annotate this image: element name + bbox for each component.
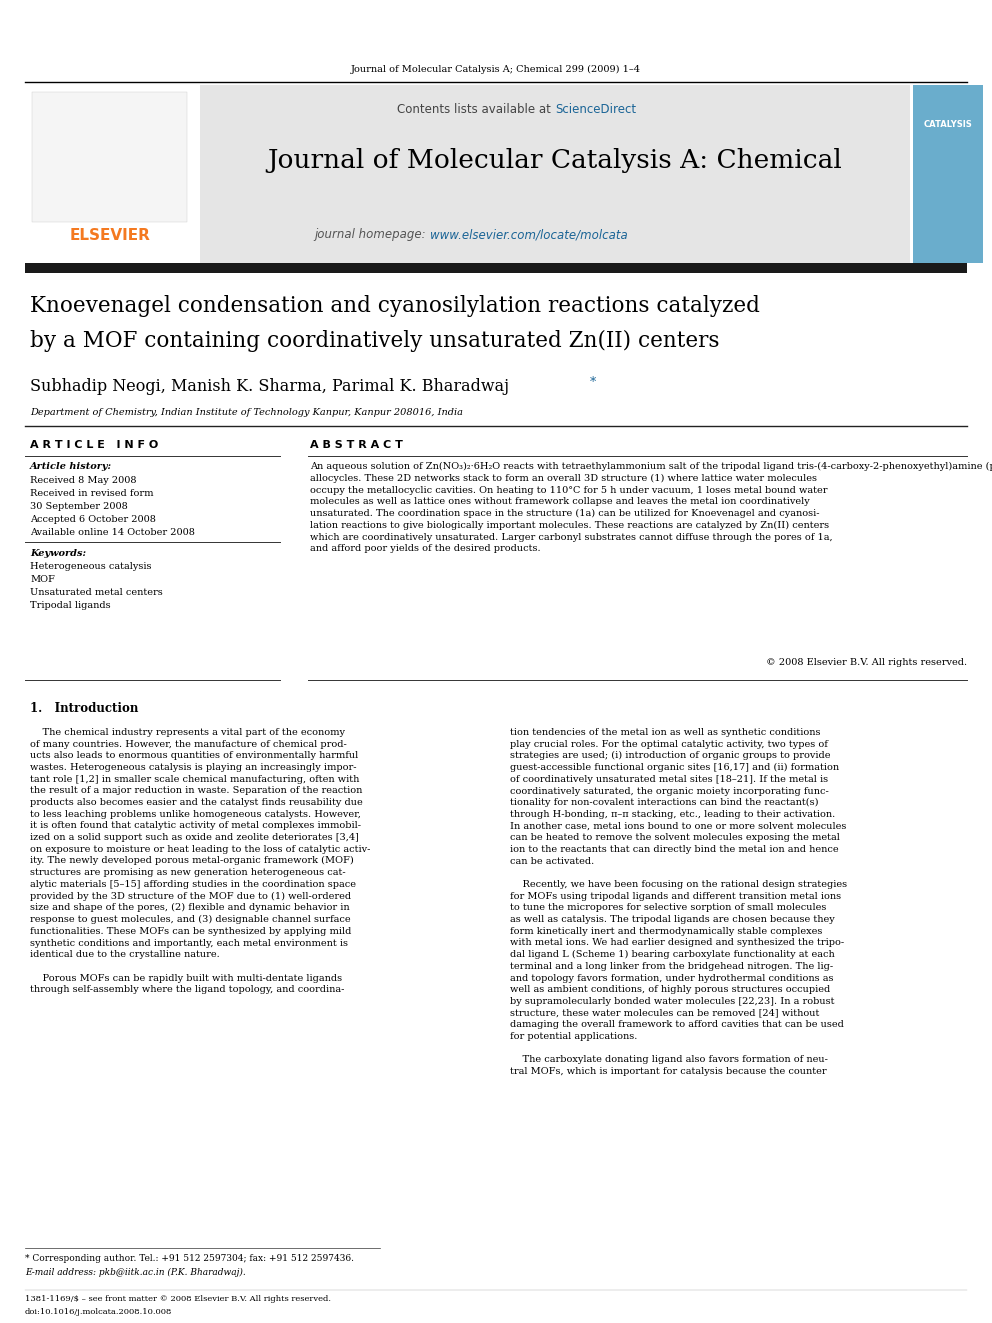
Text: Available online 14 October 2008: Available online 14 October 2008	[30, 528, 194, 537]
Text: Accepted 6 October 2008: Accepted 6 October 2008	[30, 515, 156, 524]
Text: journal homepage:: journal homepage:	[314, 228, 430, 241]
Text: CATALYSIS: CATALYSIS	[924, 120, 972, 130]
Text: * Corresponding author. Tel.: +91 512 2597304; fax: +91 512 2597436.: * Corresponding author. Tel.: +91 512 25…	[25, 1254, 354, 1263]
Text: Contents lists available at: Contents lists available at	[398, 103, 555, 116]
Text: © 2008 Elsevier B.V. All rights reserved.: © 2008 Elsevier B.V. All rights reserved…	[766, 658, 967, 667]
Bar	[25, 85, 200, 263]
Text: Tripodal ligands: Tripodal ligands	[30, 601, 111, 610]
Text: Journal of Molecular Catalysis A; Chemical 299 (2009) 1–4: Journal of Molecular Catalysis A; Chemic…	[351, 65, 641, 74]
Text: ScienceDirect: ScienceDirect	[555, 103, 636, 116]
Text: doi:10.1016/j.molcata.2008.10.008: doi:10.1016/j.molcata.2008.10.008	[25, 1308, 173, 1316]
Text: *: *	[590, 376, 596, 389]
Text: A B S T R A C T: A B S T R A C T	[310, 441, 403, 450]
Text: Department of Chemistry, Indian Institute of Technology Kanpur, Kanpur 208016, I: Department of Chemistry, Indian Institut…	[30, 407, 463, 417]
Text: by a MOF containing coordinatively unsaturated Zn(II) centers: by a MOF containing coordinatively unsat…	[30, 329, 719, 352]
Text: Journal of Molecular Catalysis A: Chemical: Journal of Molecular Catalysis A: Chemic…	[268, 148, 842, 173]
Text: Received 8 May 2008: Received 8 May 2008	[30, 476, 137, 486]
Text: Received in revised form: Received in revised form	[30, 490, 154, 497]
Bar	[200, 85, 910, 263]
Text: ELSEVIER: ELSEVIER	[69, 228, 151, 243]
Text: Subhadip Neogi, Manish K. Sharma, Parimal K. Bharadwaj: Subhadip Neogi, Manish K. Sharma, Parima…	[30, 378, 509, 396]
Text: Heterogeneous catalysis: Heterogeneous catalysis	[30, 562, 152, 572]
Text: tion tendencies of the metal ion as well as synthetic conditions
play crucial ro: tion tendencies of the metal ion as well…	[510, 728, 847, 1076]
Text: Knoevenagel condensation and cyanosilylation reactions catalyzed: Knoevenagel condensation and cyanosilyla…	[30, 295, 760, 318]
Text: E-mail address: pkb@iitk.ac.in (P.K. Bharadwaj).: E-mail address: pkb@iitk.ac.in (P.K. Bha…	[25, 1267, 246, 1277]
Text: Article history:: Article history:	[30, 462, 112, 471]
Bar	[913, 85, 983, 263]
Text: 30 September 2008: 30 September 2008	[30, 501, 128, 511]
Bar	[32, 93, 187, 222]
Text: 1.   Introduction: 1. Introduction	[30, 703, 138, 714]
Text: The chemical industry represents a vital part of the economy
of many countries. : The chemical industry represents a vital…	[30, 728, 370, 994]
Text: MOF: MOF	[30, 576, 55, 583]
Text: Keywords:: Keywords:	[30, 549, 86, 558]
Bar	[25, 263, 967, 273]
Text: Unsaturated metal centers: Unsaturated metal centers	[30, 587, 163, 597]
Text: 1381-1169/$ – see front matter © 2008 Elsevier B.V. All rights reserved.: 1381-1169/$ – see front matter © 2008 El…	[25, 1295, 331, 1303]
Text: A R T I C L E   I N F O: A R T I C L E I N F O	[30, 441, 159, 450]
Text: www.elsevier.com/locate/molcata: www.elsevier.com/locate/molcata	[430, 228, 628, 241]
Text: An aqueous solution of Zn(NO₃)₂·6H₂O reacts with tetraethylammonium salt of the : An aqueous solution of Zn(NO₃)₂·6H₂O rea…	[310, 462, 992, 553]
